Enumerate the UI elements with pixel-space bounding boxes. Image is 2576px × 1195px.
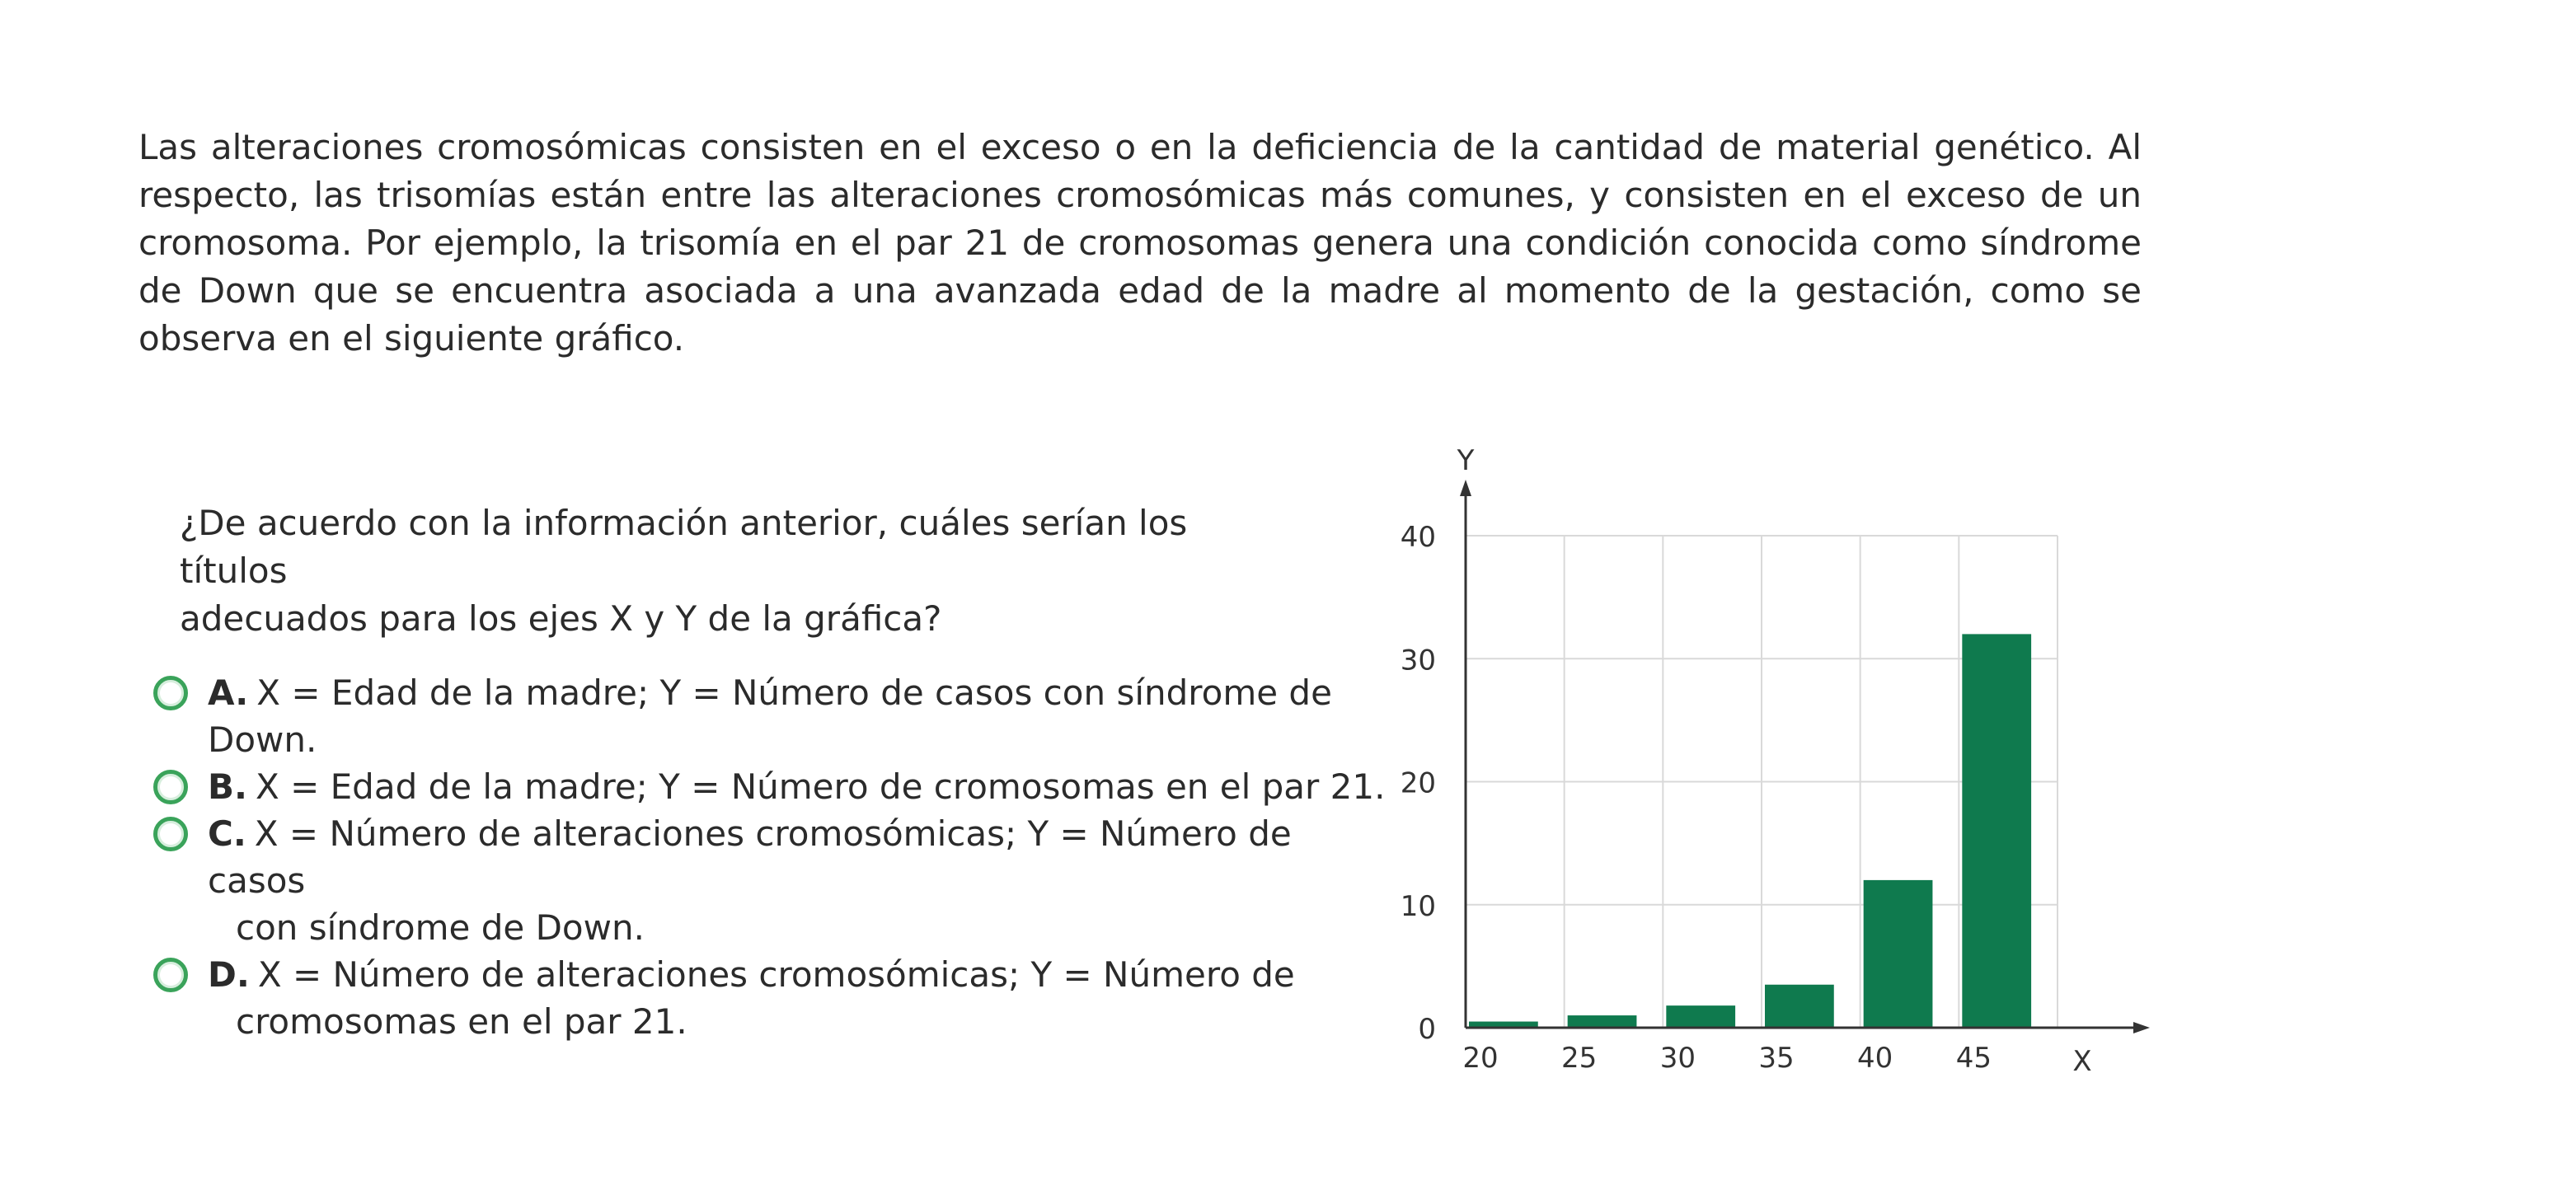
option-letter: A.	[208, 672, 249, 713]
x-tick-label: 25	[1561, 1042, 1597, 1075]
bar-45	[1962, 634, 2032, 1028]
radio-icon[interactable]	[153, 676, 188, 710]
option-text-continuation: con síndrome de Down.	[236, 907, 645, 948]
bar-35	[1765, 984, 1834, 1028]
y-axis-arrow-icon	[1460, 480, 1471, 496]
x-tick-label: 20	[1462, 1042, 1498, 1075]
option-text-continuation: cromosomas en el par 21.	[236, 1001, 687, 1042]
y-tick-label: 10	[1401, 890, 1436, 923]
y-tick-label: 40	[1401, 521, 1436, 554]
bar-40	[1863, 879, 1933, 1028]
option-text: X = Número de alteraciones cromosómicas;…	[208, 813, 1292, 901]
x-tick-label: 30	[1660, 1042, 1696, 1075]
question-text: ¿De acuerdo con la información anterior,…	[180, 499, 1301, 643]
intro-paragraph: Las alteraciones cromosómicas consisten …	[138, 127, 2142, 358]
option-d[interactable]: D. X = Número de alteraciones cromosómica…	[153, 951, 1390, 1045]
y-tick-label: 20	[1401, 767, 1436, 800]
option-text: X = Edad de la madre; Y = Número de caso…	[208, 672, 1332, 760]
bar-25	[1567, 1015, 1637, 1028]
radio-icon[interactable]	[153, 958, 188, 992]
option-b[interactable]: B. X = Edad de la madre; Y = Número de cr…	[153, 763, 1390, 810]
x-tick-label: 35	[1758, 1042, 1794, 1075]
y-tick-label: 0	[1418, 1013, 1436, 1046]
question-line-1: ¿De acuerdo con la información anterior,…	[180, 503, 1188, 591]
x-tick-label: 40	[1857, 1042, 1893, 1075]
y-tick-label: 30	[1401, 644, 1436, 677]
bar-20	[1469, 1021, 1538, 1028]
question-line-2: adecuados para los ejes X y Y de la gráf…	[180, 598, 942, 639]
option-text: X = Número de alteraciones cromosómicas;…	[257, 954, 1295, 995]
option-c[interactable]: C. X = Número de alteraciones cromosómica…	[153, 810, 1390, 951]
bar-chart: 0 10 20 30 40 20 25 30 35 40 45 Y X	[1401, 444, 2150, 1078]
option-letter: D.	[208, 954, 250, 995]
option-letter: B.	[208, 766, 247, 807]
option-a[interactable]: A. X = Edad de la madre; Y = Número de ca…	[153, 669, 1390, 763]
x-axis-arrow-icon	[2133, 1022, 2150, 1033]
x-tick-label: 45	[1956, 1042, 1992, 1075]
option-letter: C.	[208, 813, 246, 854]
y-axis-title: Y	[1457, 444, 1475, 477]
option-text: X = Edad de la madre; Y = Número de crom…	[255, 766, 1386, 807]
x-axis-title: X	[2072, 1045, 2091, 1078]
bar-30	[1666, 1005, 1736, 1028]
answer-options: A. X = Edad de la madre; Y = Número de ca…	[153, 669, 1390, 1045]
radio-icon[interactable]	[153, 770, 188, 804]
radio-icon[interactable]	[153, 817, 188, 851]
